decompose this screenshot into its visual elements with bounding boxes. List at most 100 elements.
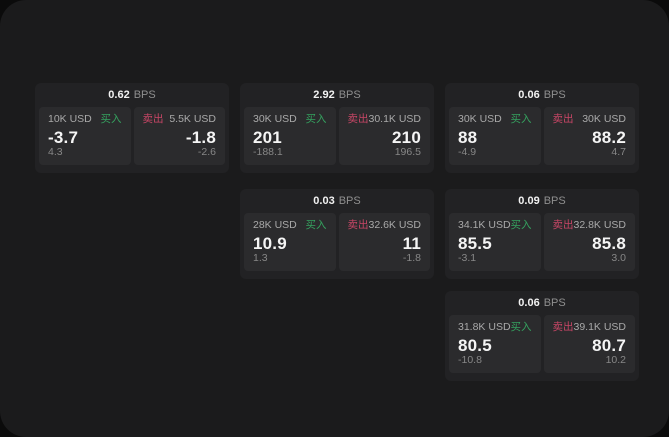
buy-label: 买入 [510,219,532,231]
buy-price: 10.9 [253,233,287,253]
quote-tiles: 30K USD 买入 201 -188.1 卖出 30.1K USD 210 1… [240,107,434,169]
sell-tile-top: 卖出 30.1K USD [347,113,422,126]
buy-label: 买入 [510,321,532,333]
sell-amount: 30.1K USD [368,113,422,125]
sell-price: 210 [392,127,421,147]
sell-label: 卖出 [347,219,369,231]
buy-tile[interactable]: 30K USD 买入 201 -188.1 [244,107,336,165]
buy-tile-top: 31.8K USD 买入 [458,321,532,334]
buy-amount: 28K USD [253,219,297,231]
sell-tile-top: 卖出 32.6K USD [347,219,422,232]
quote-card: 2.92 BPS 30K USD 买入 201 -188.1 卖出 30.1K … [240,83,434,173]
buy-amount: 31.8K USD [458,321,511,333]
buy-label: 买入 [100,113,122,125]
sell-price: 85.8 [592,233,626,253]
quote-card: 0.03 BPS 28K USD 买入 10.9 1.3 卖出 32.6K US… [240,189,434,279]
sell-label: 卖出 [347,113,369,125]
sell-tile-top: 卖出 32.8K USD [552,219,627,232]
sell-tile-top: 卖出 5.5K USD [142,113,217,126]
sell-amount: 30K USD [582,113,626,125]
buy-label: 买入 [305,219,327,231]
sell-delta: -2.6 [197,146,216,159]
quote-tiles: 28K USD 买入 10.9 1.3 卖出 32.6K USD 11 -1.8 [240,213,434,275]
quote-card: 0.06 BPS 30K USD 买入 88 -4.9 卖出 30K USD 8… [445,83,639,173]
sell-delta: 10.2 [605,354,626,367]
sell-tile[interactable]: 卖出 32.6K USD 11 -1.8 [338,213,430,271]
bps-value: 0.03 [313,194,335,207]
sell-tile-top: 卖出 39.1K USD [552,321,627,334]
buy-tile-top: 30K USD 买入 [253,113,327,126]
sell-tile[interactable]: 卖出 30.1K USD 210 196.5 [338,107,430,165]
sell-amount: 32.8K USD [573,219,627,231]
sell-delta: -1.8 [402,252,421,265]
bps-unit-label: BPS [338,88,361,101]
bps-value: 0.09 [518,194,540,207]
bps-header: 0.06 BPS [445,291,639,315]
buy-tile[interactable]: 10K USD 买入 -3.7 4.3 [39,107,131,165]
buy-tile-top: 30K USD 买入 [458,113,532,126]
sell-label: 卖出 [552,113,574,125]
sell-amount: 39.1K USD [573,321,627,333]
buy-tile[interactable]: 34.1K USD 买入 85.5 -3.1 [449,213,541,271]
sell-tile[interactable]: 卖出 30K USD 88.2 4.7 [543,107,635,165]
sell-label: 卖出 [142,113,164,125]
buy-tile-top: 34.1K USD 买入 [458,219,532,232]
sell-price: -1.8 [185,127,216,147]
bps-unit-label: BPS [543,194,566,207]
bps-value: 0.06 [518,88,540,101]
buy-amount: 34.1K USD [458,219,511,231]
buy-amount: 30K USD [458,113,502,125]
buy-delta: -188.1 [253,146,283,159]
buy-tile-top: 28K USD 买入 [253,219,327,232]
buy-delta: -4.9 [458,146,477,159]
bps-unit-label: BPS [543,88,566,101]
buy-price: 85.5 [458,233,492,253]
sell-price: 88.2 [592,127,626,147]
buy-price: -3.7 [48,127,79,147]
sell-price: 11 [402,233,421,253]
quote-tiles: 30K USD 买入 88 -4.9 卖出 30K USD 88.2 4.7 [445,107,639,169]
sell-tile[interactable]: 卖出 5.5K USD -1.8 -2.6 [133,107,225,165]
bps-value: 0.06 [518,296,540,309]
sell-amount: 32.6K USD [368,219,422,231]
buy-price: 80.5 [458,335,492,355]
buy-price: 88 [458,127,478,147]
buy-amount: 30K USD [253,113,297,125]
buy-tile[interactable]: 30K USD 买入 88 -4.9 [449,107,541,165]
sell-tile[interactable]: 卖出 32.8K USD 85.8 3.0 [543,213,635,271]
buy-amount: 10K USD [48,113,92,125]
quote-card: 0.09 BPS 34.1K USD 买入 85.5 -3.1 卖出 32.8K… [445,189,639,279]
quote-card: 0.06 BPS 31.8K USD 买入 80.5 -10.8 卖出 39.1… [445,291,639,381]
buy-price: 201 [253,127,282,147]
buy-delta: 4.3 [48,146,63,159]
bps-unit-label: BPS [543,296,566,309]
bps-unit-label: BPS [133,88,156,101]
bps-header: 0.09 BPS [445,189,639,213]
sell-amount: 5.5K USD [169,113,216,125]
sell-delta: 196.5 [394,146,421,159]
quote-tiles: 31.8K USD 买入 80.5 -10.8 卖出 39.1K USD 80.… [445,315,639,377]
sell-price: 80.7 [592,335,626,355]
sell-tile[interactable]: 卖出 39.1K USD 80.7 10.2 [543,315,635,373]
buy-tile[interactable]: 31.8K USD 买入 80.5 -10.8 [449,315,541,373]
buy-delta: -3.1 [458,252,477,265]
bps-header: 0.03 BPS [240,189,434,213]
buy-label: 买入 [510,113,532,125]
sell-tile-top: 卖出 30K USD [552,113,627,126]
buy-delta: -10.8 [458,354,482,367]
quote-tiles: 10K USD 买入 -3.7 4.3 卖出 5.5K USD -1.8 -2.… [35,107,229,169]
sell-delta: 3.0 [611,252,626,265]
bps-header: 0.06 BPS [445,83,639,107]
buy-tile[interactable]: 28K USD 买入 10.9 1.3 [244,213,336,271]
buy-delta: 1.3 [253,252,268,265]
bps-header: 2.92 BPS [240,83,434,107]
bps-unit-label: BPS [338,194,361,207]
buy-tile-top: 10K USD 买入 [48,113,122,126]
bps-header: 0.62 BPS [35,83,229,107]
sell-delta: 4.7 [611,146,626,159]
sell-label: 卖出 [552,321,574,333]
sell-label: 卖出 [552,219,574,231]
bps-value: 0.62 [108,88,130,101]
quote-card: 0.62 BPS 10K USD 买入 -3.7 4.3 卖出 5.5K USD… [35,83,229,173]
